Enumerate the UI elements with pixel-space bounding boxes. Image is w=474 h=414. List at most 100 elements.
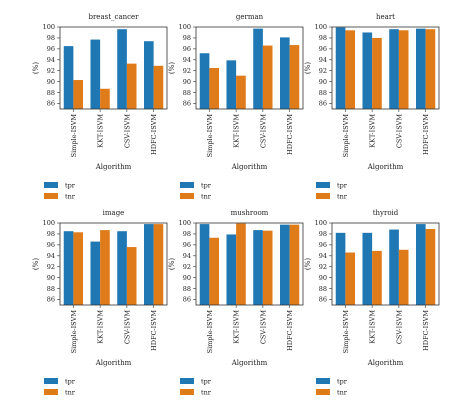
chart-mushroom: mushroom 86 88 90 92 94 96 98 100 (%) Simple-ISVM K… xyxy=(168,209,304,397)
y-tick-label: 98 xyxy=(47,34,55,42)
y-tick-label: 96 xyxy=(183,45,191,53)
x-tick-label: KKT-ISVM xyxy=(233,310,241,344)
bar-tpr xyxy=(279,224,290,305)
bar-tnr xyxy=(100,88,110,109)
x-tick-label: Simple-ISVM xyxy=(70,310,78,354)
y-tick-label: 100 xyxy=(179,219,191,227)
x-tick-label: CSV-ISVM xyxy=(123,114,131,148)
y-tick-label: 98 xyxy=(183,34,191,42)
x-tick-label: Simple-ISVM xyxy=(342,114,350,158)
y-axis-label: (%) xyxy=(304,258,312,270)
x-tick-label: KKT-ISVM xyxy=(233,114,241,148)
y-tick-label: 90 xyxy=(47,78,55,86)
bar-tpr xyxy=(279,37,290,109)
bar-tpr xyxy=(362,232,373,305)
bar-tpr xyxy=(335,27,346,109)
plot-frame xyxy=(195,222,304,306)
legend-swatch-tpr xyxy=(316,378,330,384)
plot-frame xyxy=(331,26,440,110)
bar-tpr xyxy=(389,229,399,305)
legend-label-tnr: tnr xyxy=(65,389,76,397)
bar-tpr xyxy=(199,224,210,305)
legend-swatch-tnr xyxy=(180,389,194,395)
bar-tnr xyxy=(262,45,273,109)
y-tick-label: 88 xyxy=(183,89,191,97)
legend-swatch-tnr xyxy=(316,193,330,199)
y-tick-label: 92 xyxy=(47,263,55,271)
chart-title: german xyxy=(236,13,264,21)
y-tick-label: 92 xyxy=(183,263,191,271)
y-tick-label: 90 xyxy=(47,274,55,282)
legend-swatch-tpr xyxy=(180,378,194,384)
y-tick-label: 86 xyxy=(183,100,191,108)
x-axis-label: Algorithm xyxy=(367,359,404,367)
legend-label-tpr: tpr xyxy=(65,378,76,386)
y-axis-label: (%) xyxy=(32,62,40,74)
y-axis-label: (%) xyxy=(32,258,40,270)
bar-tpr xyxy=(90,241,101,305)
legend-label-tpr: tpr xyxy=(65,182,76,190)
y-tick-label: 94 xyxy=(47,252,55,260)
x-tick-label: CSV-ISVM xyxy=(259,310,267,344)
legend-label-tnr: tnr xyxy=(337,389,348,397)
plot-frame xyxy=(59,222,168,306)
y-tick-label: 88 xyxy=(47,285,55,293)
x-tick-label: HDFC-ISVM xyxy=(286,310,294,351)
chart-title: image xyxy=(103,209,125,217)
y-tick-label: 86 xyxy=(47,296,55,304)
bar-tpr xyxy=(63,46,74,109)
chart-title: breast_cancer xyxy=(88,13,139,21)
x-tick-label: CSV-ISVM xyxy=(395,310,403,344)
bar-tpr xyxy=(415,224,426,305)
bar-tpr xyxy=(253,230,263,305)
x-tick-label: CSV-ISVM xyxy=(259,114,267,148)
y-tick-label: 96 xyxy=(319,45,327,53)
y-tick-label: 90 xyxy=(183,274,191,282)
y-tick-label: 90 xyxy=(319,274,327,282)
legend-swatch-tpr xyxy=(316,182,330,188)
y-tick-label: 100 xyxy=(179,23,191,31)
x-tick-label: KKT-ISVM xyxy=(97,114,105,148)
chart-thyroid: thyroid 86 88 90 92 94 96 98 100 (%) Simple-ISVM KK… xyxy=(304,209,440,397)
bar-tnr xyxy=(153,224,164,305)
y-axis-label: (%) xyxy=(304,62,312,74)
y-tick-label: 100 xyxy=(315,219,327,227)
y-tick-label: 88 xyxy=(319,285,327,293)
legend-swatch-tnr xyxy=(180,193,194,199)
bar-tnr xyxy=(73,232,84,305)
bar-tnr xyxy=(372,37,382,109)
x-axis-label: Algorithm xyxy=(231,163,268,171)
y-tick-label: 98 xyxy=(319,230,327,238)
bar-tpr xyxy=(117,29,127,109)
legend-swatch-tnr xyxy=(44,389,58,395)
y-tick-label: 90 xyxy=(183,78,191,86)
bar-tnr xyxy=(262,230,273,305)
bar-tnr xyxy=(126,63,137,109)
bar-tpr xyxy=(143,41,154,109)
bar-tpr xyxy=(389,29,399,109)
bar-tpr xyxy=(199,53,210,109)
y-tick-label: 86 xyxy=(319,296,327,304)
chart-title: thyroid xyxy=(373,209,399,217)
y-tick-label: 86 xyxy=(47,100,55,108)
bar-tnr xyxy=(398,249,409,305)
chart-title: heart xyxy=(376,13,395,21)
chart-breast-cancer: breast_cancer 86 88 90 92 94 96 98 100 (%) Simple-… xyxy=(32,13,168,201)
bar-tpr xyxy=(415,28,426,109)
plot-frame xyxy=(331,222,440,306)
bar-tnr xyxy=(289,45,300,109)
bar-tnr xyxy=(236,223,246,305)
bar-tnr xyxy=(126,247,137,305)
y-tick-label: 92 xyxy=(319,263,327,271)
y-tick-label: 92 xyxy=(183,67,191,75)
legend-label-tpr: tpr xyxy=(201,378,212,386)
legend-swatch-tpr xyxy=(44,182,58,188)
bar-tpr xyxy=(63,231,74,305)
y-tick-label: 94 xyxy=(47,56,55,64)
y-tick-label: 92 xyxy=(47,67,55,75)
y-tick-label: 86 xyxy=(319,100,327,108)
x-tick-label: CSV-ISVM xyxy=(123,310,131,344)
legend-label-tnr: tnr xyxy=(201,193,212,201)
bar-tnr xyxy=(73,80,84,109)
